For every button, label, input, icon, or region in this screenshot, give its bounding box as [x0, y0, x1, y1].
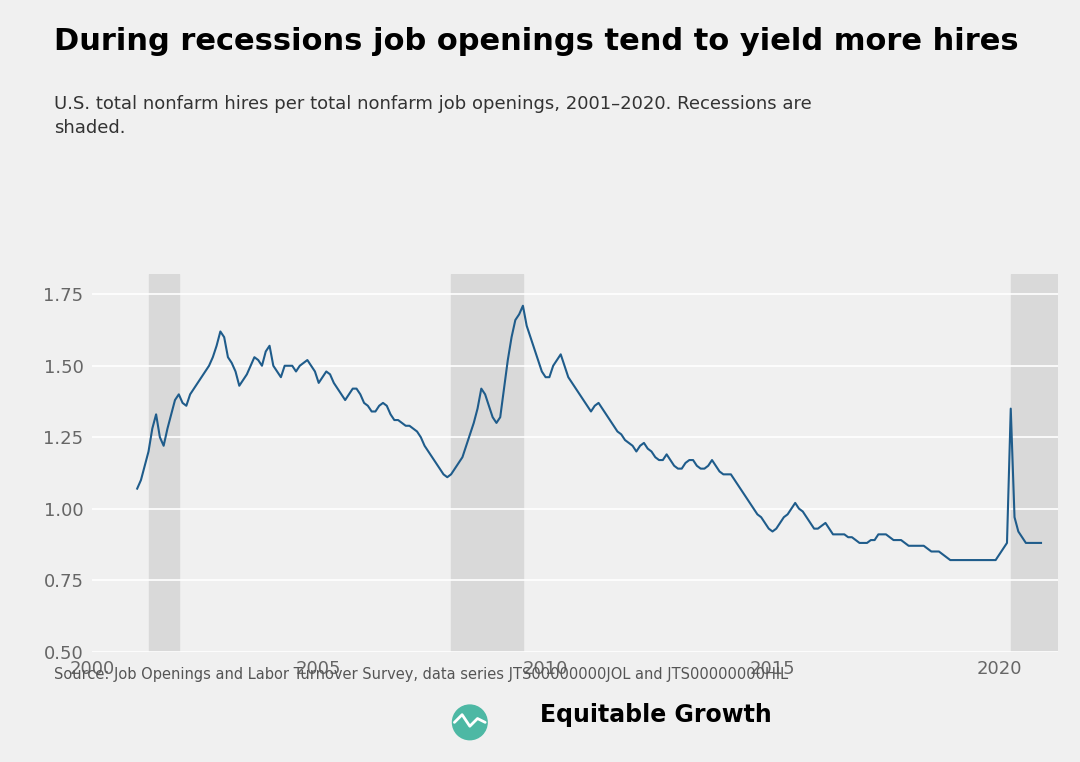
Text: Source: Job Openings and Labor Turnover Survey, data series JTS00000000JOL and J: Source: Job Openings and Labor Turnover …: [54, 667, 788, 682]
Bar: [1011, 274, 1058, 652]
Text: Equitable Growth: Equitable Growth: [540, 703, 772, 727]
Text: During recessions job openings tend to yield more hires: During recessions job openings tend to y…: [54, 27, 1018, 56]
Bar: [451, 274, 523, 652]
Text: U.S. total nonfarm hires per total nonfarm job openings, 2001–2020. Recessions a: U.S. total nonfarm hires per total nonfa…: [54, 95, 812, 137]
Bar: [149, 274, 179, 652]
Circle shape: [453, 705, 487, 740]
